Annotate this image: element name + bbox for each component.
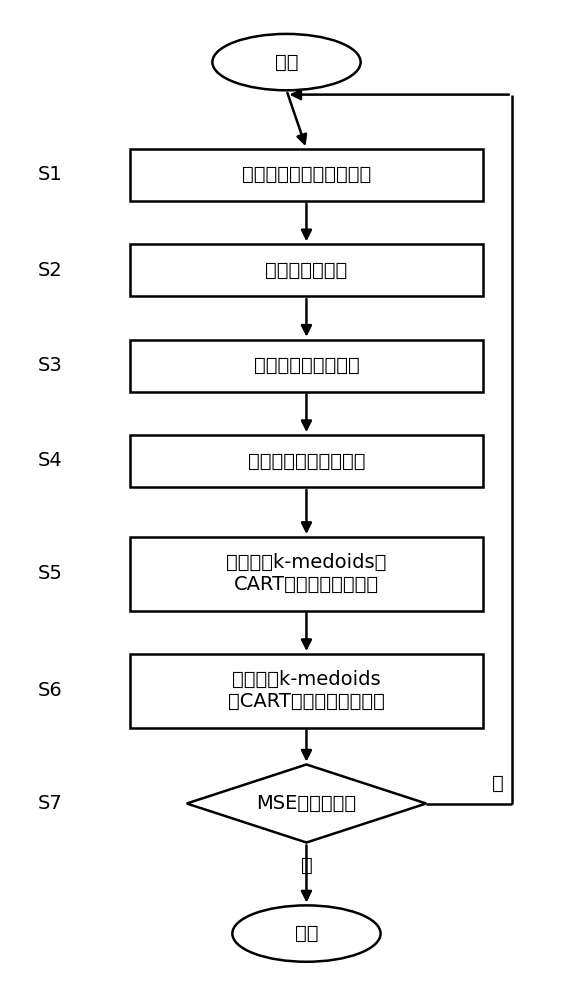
Text: 试验数据预处理: 试验数据预处理 <box>265 261 348 280</box>
Text: 结束: 结束 <box>295 924 318 943</box>
Text: 进行实车试验并采集数据: 进行实车试验并采集数据 <box>242 165 371 184</box>
Text: 划分训练和测试数据集: 划分训练和测试数据集 <box>248 451 365 470</box>
Text: S4: S4 <box>37 451 62 470</box>
Text: S7: S7 <box>37 794 62 813</box>
Bar <box>129 435 483 487</box>
Bar <box>129 537 483 611</box>
Text: 测试基于k-medoids
和CART回归树的路感模型: 测试基于k-medoids 和CART回归树的路感模型 <box>228 670 385 711</box>
Text: 否: 否 <box>492 774 503 793</box>
Text: MSE小于阈值？: MSE小于阈值？ <box>256 794 356 813</box>
Bar <box>129 654 483 728</box>
Text: S6: S6 <box>37 681 62 700</box>
Text: 训练基于k-medoids和
CART回归树的路感模型: 训练基于k-medoids和 CART回归树的路感模型 <box>226 553 387 594</box>
Text: 开始: 开始 <box>274 53 299 72</box>
Text: S2: S2 <box>37 261 62 280</box>
Bar <box>129 149 483 201</box>
Bar <box>129 340 483 392</box>
Bar <box>129 244 483 296</box>
Text: S5: S5 <box>37 564 62 583</box>
Text: 归一化试验数据聚类: 归一化试验数据聚类 <box>254 356 359 375</box>
Text: S3: S3 <box>37 356 62 375</box>
Text: S1: S1 <box>37 165 62 184</box>
Text: 是: 是 <box>301 856 312 875</box>
